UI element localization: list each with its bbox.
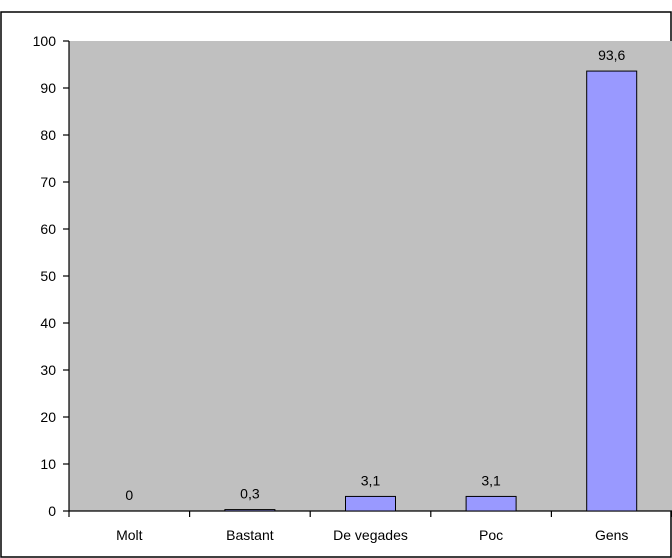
y-tick-label: 0 (48, 503, 56, 519)
y-tick-label: 70 (40, 174, 56, 190)
data-label: 3,1 (361, 472, 381, 488)
x-axis: Molt Bastant De vegades Poc Gens (68, 510, 672, 543)
x-tick-label: Bastant (226, 527, 274, 543)
y-tick-label: 50 (40, 268, 56, 284)
bar (465, 495, 517, 512)
y-tick-label: 30 (40, 362, 56, 378)
x-tick-label: Poc (479, 527, 503, 543)
y-tick-label: 90 (40, 80, 56, 96)
bar (586, 70, 638, 512)
x-tick-label: De vegades (333, 527, 408, 543)
x-tick-label: Molt (116, 527, 143, 543)
y-tick-label: 80 (40, 127, 56, 143)
data-label: 0 (125, 487, 133, 503)
bar (345, 495, 396, 512)
data-labels: 0 0,3 3,1 3,1 93,6 (125, 47, 625, 503)
data-label: 93,6 (598, 47, 625, 63)
y-tick-label: 100 (33, 33, 57, 49)
y-tick-label: 20 (40, 409, 56, 425)
bars (224, 70, 638, 512)
data-label: 3,1 (481, 472, 501, 488)
bar (224, 509, 276, 512)
data-label: 0,3 (240, 486, 260, 502)
x-tick-label: Gens (595, 527, 628, 543)
y-tick-label: 10 (40, 456, 56, 472)
plot-area (69, 41, 672, 511)
y-tick-label: 60 (40, 221, 56, 237)
y-axis: 0 10 20 30 40 50 60 70 80 90 100 (33, 33, 70, 519)
y-tick-label: 40 (40, 315, 56, 331)
